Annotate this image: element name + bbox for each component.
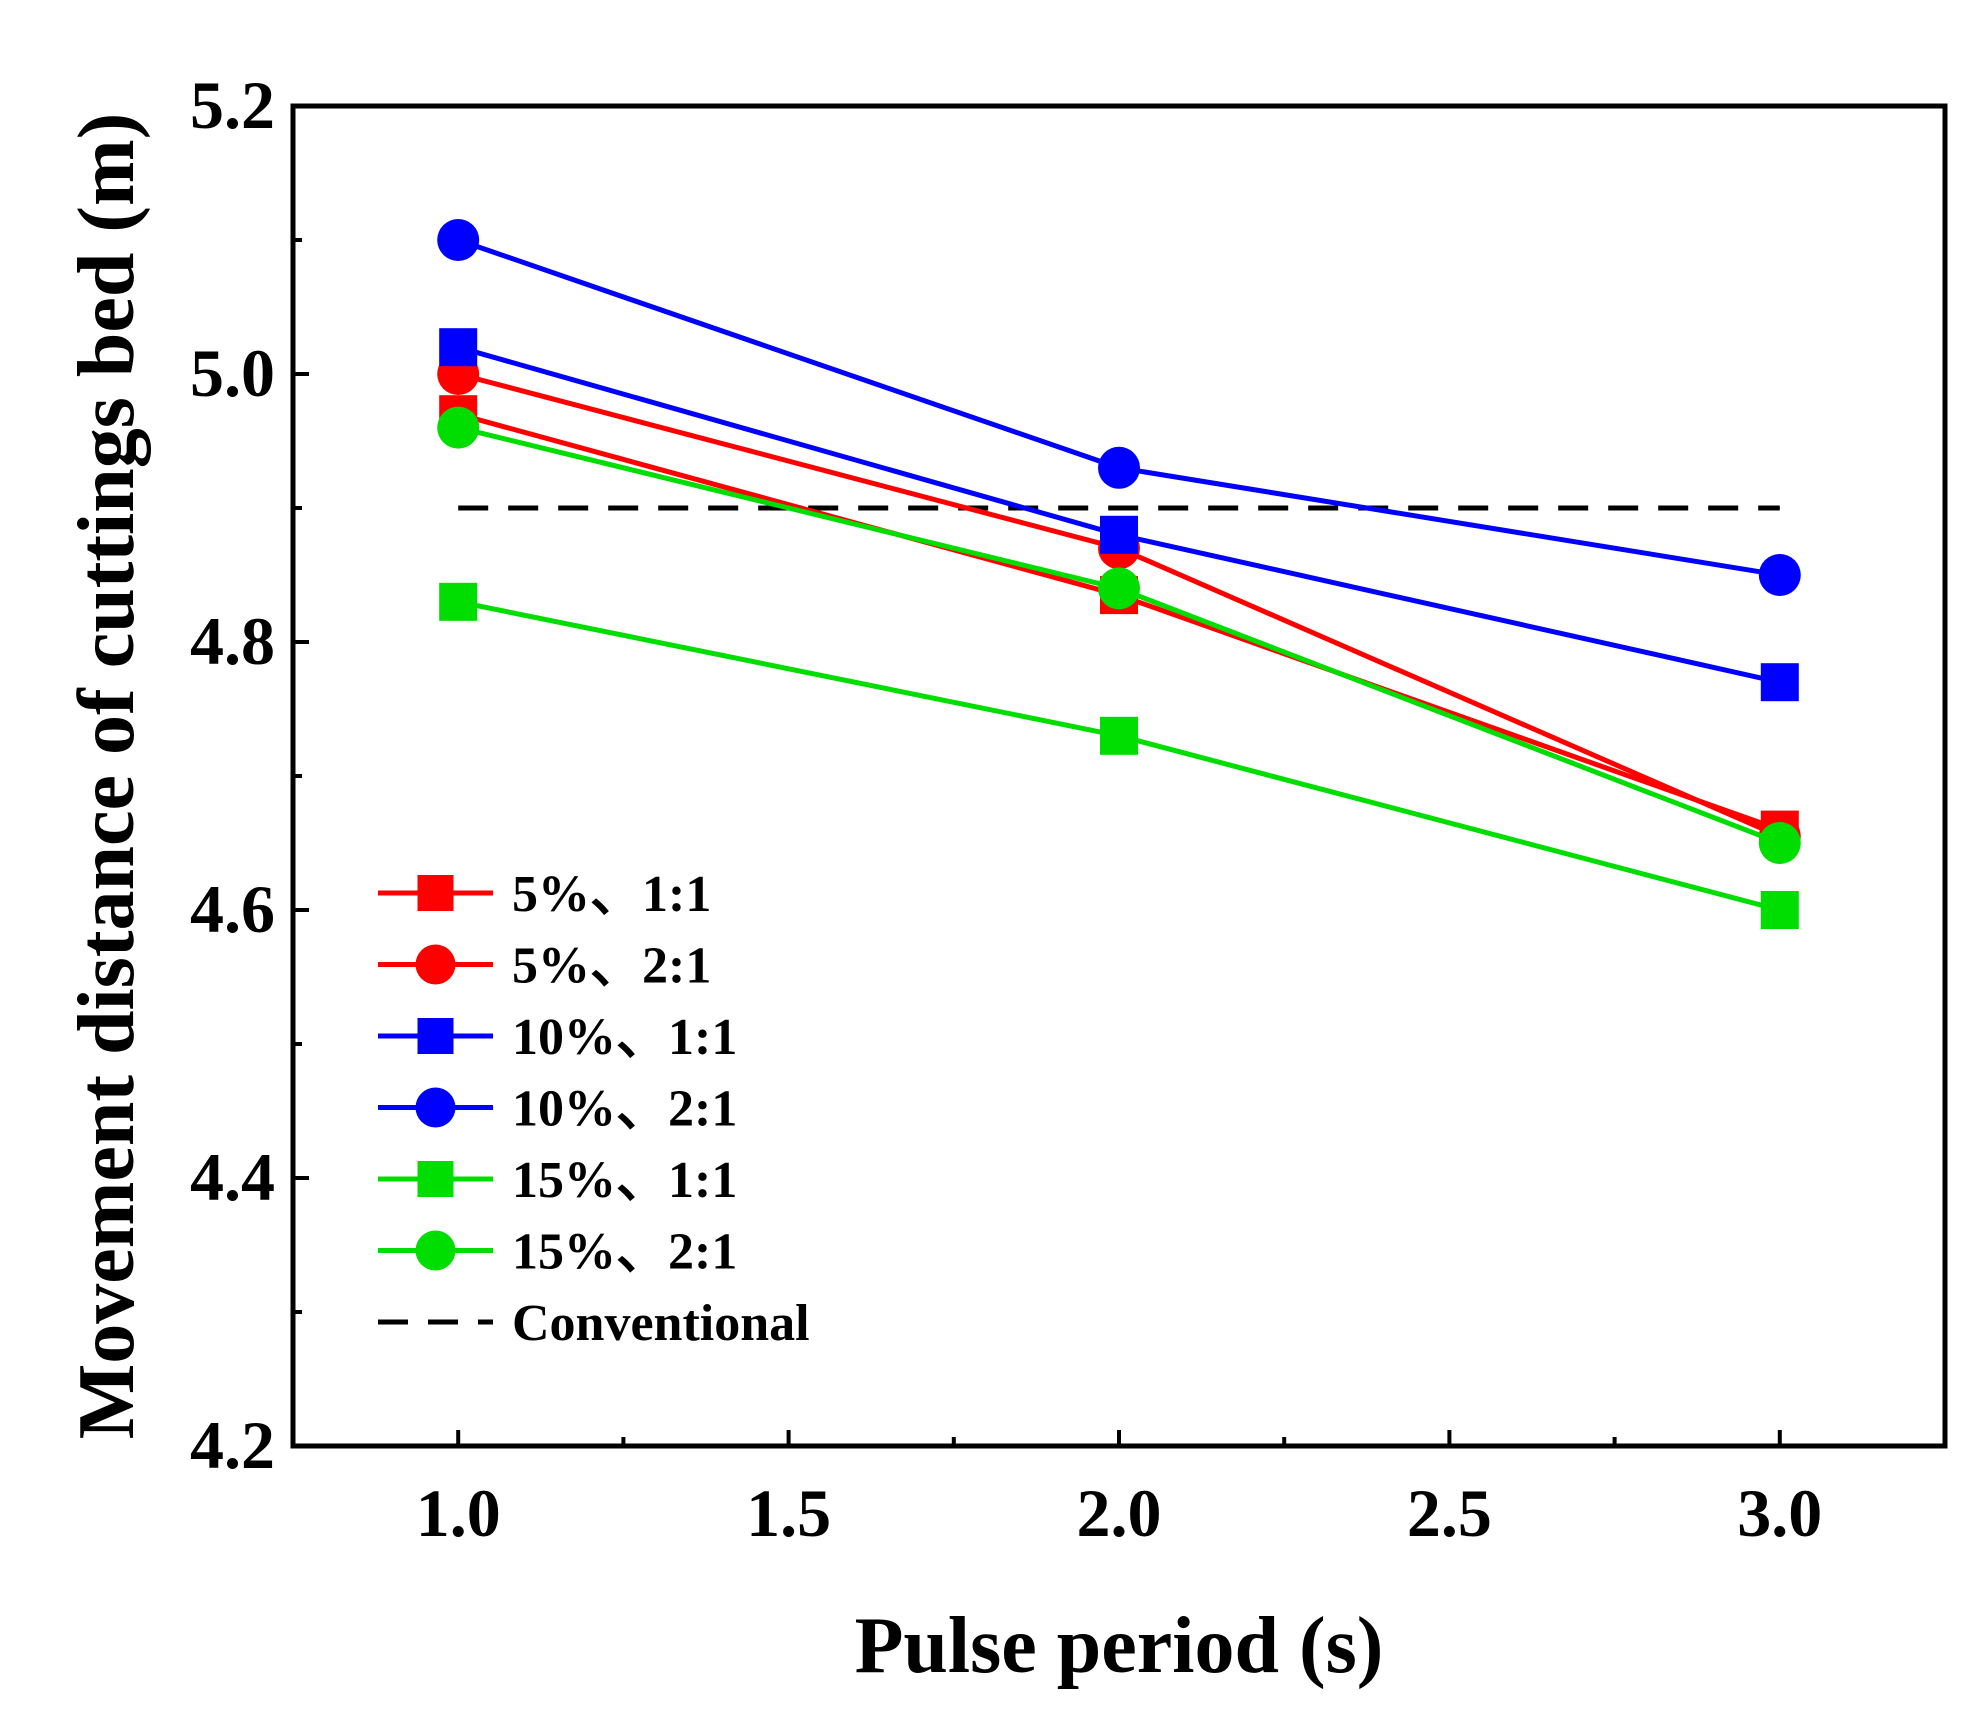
data-point bbox=[1760, 663, 1799, 702]
y-tick-label: 4.8 bbox=[190, 603, 275, 679]
data-point bbox=[439, 582, 478, 621]
series-3 bbox=[437, 219, 1801, 596]
legend-label: Conventional bbox=[512, 1295, 810, 1352]
x-tick-label: 3.0 bbox=[1737, 1475, 1822, 1551]
legend-label: 5%、1:1 bbox=[512, 866, 711, 923]
axes-layer: 4.2 4.4 4.6 4.8 5.0 5.2 1.0 1.5 2.0 2.5 3.0 bbox=[190, 67, 1948, 1551]
data-point bbox=[1758, 822, 1801, 864]
y-tick-label: 4.6 bbox=[190, 871, 275, 947]
series-2 bbox=[439, 328, 1799, 702]
legend-marker bbox=[415, 1230, 456, 1271]
series-layer bbox=[437, 219, 1801, 929]
x-tick-label: 2.0 bbox=[1077, 1475, 1162, 1551]
y-tick-label: 5.0 bbox=[190, 335, 275, 411]
data-point bbox=[1758, 554, 1801, 596]
data-point bbox=[1100, 716, 1138, 755]
data-point bbox=[1098, 446, 1140, 489]
x-axis-title: Pulse period (s) bbox=[855, 1602, 1384, 1690]
legend-item: 10%、1:1 bbox=[378, 1009, 737, 1066]
legend-label: 10%、1:1 bbox=[512, 1009, 737, 1066]
legend-marker bbox=[417, 1161, 454, 1197]
data-point bbox=[437, 406, 480, 449]
legend-marker bbox=[417, 875, 454, 911]
data-point bbox=[439, 328, 478, 367]
legend-item: 10%、2:1 bbox=[378, 1081, 737, 1138]
y-axis-title: Movement distance of cuttings bed (m) bbox=[63, 113, 151, 1439]
legend-label: 15%、1:1 bbox=[512, 1152, 737, 1209]
legend-label: 10%、2:1 bbox=[512, 1081, 737, 1138]
y-tick-label: 5.2 bbox=[190, 67, 275, 143]
legend-item: 5%、2:1 bbox=[378, 938, 711, 995]
data-point bbox=[1760, 891, 1799, 929]
data-point bbox=[1100, 515, 1138, 554]
y-tick-label: 4.4 bbox=[190, 1139, 275, 1215]
x-tick-label: 1.0 bbox=[416, 1475, 501, 1551]
series-5 bbox=[437, 406, 1801, 864]
legend: 5%、1:1 5%、2:1 10%、1:1 10%、2:1 15%、1:1 15%、2:1… bbox=[378, 866, 810, 1352]
legend-label: 15%、2:1 bbox=[512, 1224, 737, 1281]
legend-item: 15%、1:1 bbox=[378, 1152, 737, 1209]
x-tick-label: 2.5 bbox=[1407, 1475, 1492, 1551]
data-point bbox=[1098, 567, 1140, 610]
legend-marker bbox=[415, 1087, 456, 1128]
x-tick-label: 1.5 bbox=[746, 1475, 831, 1551]
legend-item: 15%、2:1 bbox=[378, 1224, 737, 1281]
legend-marker bbox=[415, 944, 456, 985]
legend-item: Conventional bbox=[378, 1295, 810, 1352]
data-point bbox=[437, 219, 480, 261]
legend-marker bbox=[417, 1018, 454, 1054]
legend-item: 5%、1:1 bbox=[378, 866, 711, 923]
series-4 bbox=[439, 582, 1799, 929]
y-tick-label: 4.2 bbox=[190, 1407, 275, 1483]
legend-label: 5%、2:1 bbox=[512, 938, 711, 995]
